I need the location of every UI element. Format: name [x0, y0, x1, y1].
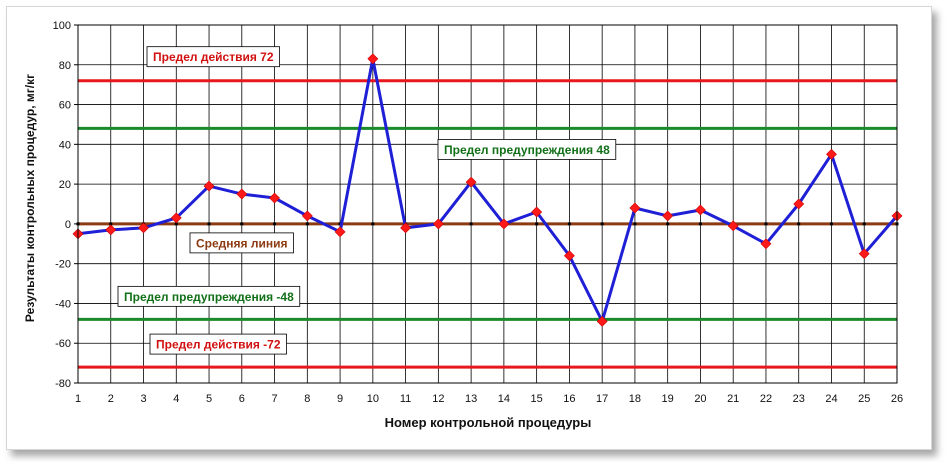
y-tick-label: 80 [59, 60, 71, 72]
x-tick-label: 20 [694, 393, 706, 405]
y-tick-label: 40 [59, 139, 71, 151]
data-point-marker [727, 220, 739, 232]
center-line-dot [862, 222, 866, 226]
data-point-marker [563, 250, 575, 262]
reference-label-box [117, 285, 301, 307]
data-point-marker [760, 238, 772, 250]
center-line-dot [797, 222, 801, 226]
data-point-marker [531, 206, 543, 218]
reference-label-box [149, 333, 287, 355]
x-tick-label: 9 [337, 393, 343, 405]
center-line-dot [207, 222, 211, 226]
data-point-marker [498, 218, 510, 230]
series-polyline [77, 57, 899, 323]
y-tick-label: 0 [65, 219, 71, 231]
center-line-dot [240, 222, 244, 226]
x-tick-label: 13 [465, 393, 477, 405]
x-tick-label: 25 [858, 393, 870, 405]
x-tick-label: 5 [206, 393, 212, 405]
center-line-dot [633, 222, 637, 226]
data-point-marker [367, 53, 379, 65]
data-point-marker [695, 204, 706, 216]
data-point-marker [826, 148, 837, 160]
y-tick-label: 60 [59, 100, 71, 112]
y-tick-label: -60 [55, 338, 71, 350]
x-tick-label: 18 [629, 393, 641, 405]
y-tick-label: 100 [53, 20, 71, 32]
data-point-marker [858, 248, 870, 260]
reference-label-box [146, 46, 280, 68]
x-tick-label: 16 [563, 393, 575, 405]
x-tick-label: 4 [173, 393, 179, 405]
x-tick-label: 26 [891, 393, 903, 405]
reference-line-label: Средняя линия [196, 236, 288, 250]
control-chart: 1 2 3 4 5 6 7 8 9 10 11 12 13 14 15 16 17 18 19 20 21 22 23 24 2… [23, 20, 903, 430]
reference-label-box [437, 139, 617, 160]
x-tick-label: 6 [239, 393, 245, 405]
x-tick-label: 3 [140, 393, 146, 405]
data-point-marker [334, 226, 346, 238]
reference-labels: Предел действия 72 Предел действия -72 Пре… [117, 46, 617, 355]
x-tick-label: 14 [498, 393, 510, 405]
center-line-dot [535, 222, 539, 226]
center-line-dot [371, 222, 375, 226]
data-point-marker [596, 315, 608, 327]
y-tick-label: -40 [55, 298, 71, 310]
plot-border [77, 24, 898, 384]
reference-label-box [189, 232, 294, 254]
x-axis-title: Номер контрольной процедуры [385, 415, 592, 430]
x-tick-label: 22 [760, 393, 772, 405]
chart-frame: 1 2 3 4 5 6 7 8 9 10 11 12 13 14 15 16 17 18 19 20 21 22 23 24 2… [6, 6, 932, 450]
center-line-dot [698, 222, 702, 226]
data-point-marker [793, 198, 805, 210]
x-tick-label: 12 [432, 393, 444, 405]
x-tick-label: 23 [793, 393, 805, 405]
center-line-dot [600, 222, 604, 226]
axes: 1 2 3 4 5 6 7 8 9 10 11 12 13 14 15 16 17 18 19 20 21 22 23 24 2… [53, 20, 903, 405]
x-tick-label: 24 [825, 393, 837, 405]
x-tick-label: 19 [662, 393, 674, 405]
x-tick-label: 2 [108, 393, 114, 405]
center-line-dot [469, 222, 473, 226]
x-tick-label: 7 [271, 393, 277, 405]
center-line-dot [567, 222, 571, 226]
center-line-dot [174, 222, 178, 226]
x-tick-label: 11 [400, 393, 411, 405]
center-line-dot [305, 222, 309, 226]
data-point-marker [269, 192, 280, 204]
data-point-marker [236, 188, 248, 200]
reference-line-label: Предел действия -72 [156, 338, 281, 352]
data-point-marker [400, 222, 412, 234]
x-tick-label: 21 [727, 393, 739, 405]
data-point-marker [170, 212, 182, 224]
data-point-marker [465, 176, 477, 188]
center-line-dot [764, 222, 768, 226]
x-tick-label: 1 [75, 393, 81, 405]
center-line-dot [666, 222, 670, 226]
data-point-marker [432, 218, 444, 230]
data-point-marker [105, 224, 117, 236]
data-point-marker [203, 180, 215, 192]
reference-lines [76, 79, 899, 369]
data-point-marker [662, 210, 674, 222]
reference-line-label: Предел предупреждения 48 [444, 143, 610, 157]
center-line-dot [829, 222, 833, 226]
data-point-marker [138, 222, 149, 234]
data-point-marker [629, 202, 641, 214]
center-line-dot [109, 222, 113, 226]
data-point-marker [301, 210, 313, 222]
x-tick-label: 15 [531, 393, 543, 405]
reference-line-label: Предел предупреждения -48 [124, 290, 294, 304]
reference-line-label: Предел действия 72 [153, 50, 274, 64]
y-tick-label: 20 [59, 179, 71, 191]
data-markers [72, 53, 903, 327]
x-tick-label: 10 [367, 393, 379, 405]
y-tick-label: -80 [55, 378, 71, 390]
x-tick-label: 17 [596, 393, 608, 405]
series-line [77, 57, 899, 323]
y-tick-label: -20 [55, 259, 71, 271]
center-line-dot [273, 222, 277, 226]
x-tick-label: 8 [304, 393, 310, 405]
y-axis-title: Результаты контрольных процедур, мг/кг [23, 74, 37, 322]
